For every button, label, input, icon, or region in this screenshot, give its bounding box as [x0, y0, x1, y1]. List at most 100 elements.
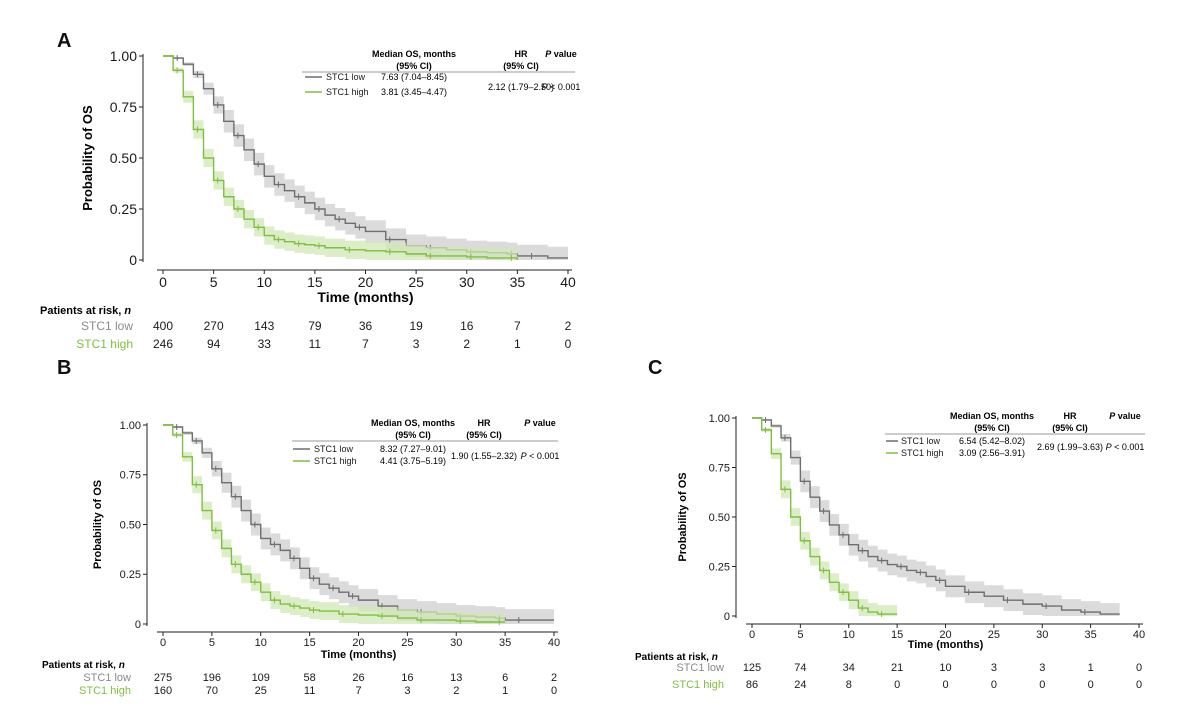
hr-ci-header: (95% CI) [466, 430, 502, 440]
risk-count: 7 [355, 685, 361, 697]
risk-count: 94 [207, 337, 221, 351]
y-tick-label: 1.00 [110, 48, 137, 64]
km-curve-high [163, 55, 519, 260]
p-value-italic: P [521, 451, 527, 461]
risk-count: 160 [154, 685, 172, 697]
x-tick-label: 5 [797, 629, 803, 641]
risk-count: 25 [255, 685, 267, 697]
risk-row-label: STC1 high [79, 685, 131, 697]
risk-count: 0 [942, 679, 948, 691]
x-tick-label: 10 [843, 629, 855, 641]
legend-label: STC1 low [326, 72, 366, 82]
y-tick-label: 0 [724, 611, 730, 623]
p-header-rest: value [530, 418, 556, 428]
risk-count: 0 [991, 679, 997, 691]
risk-title-text: Patients at risk, [42, 660, 119, 671]
p-value-header: P value [524, 418, 556, 428]
risk-count: 3 [1039, 662, 1045, 674]
risk-count: 1 [1088, 662, 1094, 674]
hr-ci-header: (95% CI) [503, 61, 539, 71]
risk-count: 26 [352, 672, 364, 684]
risk-count: 2 [453, 685, 459, 697]
hr-value: 2.69 (1.99–3.63) [1037, 442, 1103, 452]
risk-count: 86 [746, 679, 758, 691]
p-value: P < 0.001 [521, 451, 560, 461]
y-tick-label: 0.75 [120, 470, 141, 482]
risk-count: 0 [894, 679, 900, 691]
hr-header: HR [515, 49, 528, 59]
y-tick-label: 0.25 [120, 569, 141, 581]
median-value: 6.54 (5.42–8.02) [959, 436, 1025, 446]
risk-title-n: n [712, 652, 718, 663]
risk-count: 1 [514, 337, 521, 351]
p-header-italic: P [524, 418, 531, 428]
y-axis-title: Probability of OS [677, 472, 689, 561]
y-tick-label: 0 [129, 252, 137, 268]
p-value-text: < 0.001 [548, 82, 581, 92]
risk-title-n: n [119, 660, 125, 671]
p-header-rest: value [551, 49, 577, 59]
p-value-italic: P [542, 82, 548, 92]
y-tick-label: 1.00 [709, 413, 730, 425]
p-value: P < 0.001 [542, 82, 581, 92]
x-tick-label: 25 [401, 637, 413, 649]
risk-title-n: n [124, 305, 131, 317]
x-tick-label: 20 [352, 637, 364, 649]
risk-count: 0 [1136, 662, 1142, 674]
legend-label: STC1 high [314, 456, 357, 466]
x-tick-label: 35 [1085, 629, 1097, 641]
risk-count: 0 [565, 337, 572, 351]
risk-count: 70 [206, 685, 218, 697]
risk-count: 74 [794, 662, 806, 674]
y-tick-label: 0.50 [709, 512, 730, 524]
legend-label: STC1 high [326, 87, 369, 97]
x-tick-label: 10 [255, 637, 267, 649]
x-tick-label: 35 [510, 274, 526, 290]
p-value: P < 0.001 [1106, 442, 1145, 452]
x-tick-label: 35 [499, 637, 511, 649]
risk-count: 8 [846, 679, 852, 691]
hr-header: HR [478, 418, 491, 428]
y-tick-label: 0.25 [709, 561, 730, 573]
median-value: 4.41 (3.75–5.19) [380, 456, 446, 466]
risk-count: 10 [939, 662, 951, 674]
legend-label: STC1 low [901, 436, 941, 446]
risk-count: 0 [1039, 679, 1045, 691]
km-curve-low [752, 417, 1120, 615]
risk-row-label: STC1 low [676, 662, 724, 674]
legend-label: STC1 low [314, 444, 354, 454]
risk-title-text: Patients at risk, [40, 305, 124, 317]
risk-count: 2 [551, 672, 557, 684]
risk-count: 275 [154, 672, 172, 684]
median-header: Median OS, months [372, 49, 456, 59]
p-header-italic: P [545, 49, 552, 59]
median-ci-header: (95% CI) [396, 61, 432, 71]
x-tick-label: 5 [209, 637, 215, 649]
risk-count: 3 [404, 685, 410, 697]
median-header: Median OS, months [950, 411, 1034, 421]
risk-count: 125 [743, 662, 761, 674]
legend-label: STC1 high [901, 448, 944, 458]
p-header-italic: P [1109, 411, 1116, 421]
risk-count: 3 [991, 662, 997, 674]
x-tick-label: 30 [450, 637, 462, 649]
risk-count: 24 [794, 679, 806, 691]
y-tick-label: 0.75 [110, 99, 137, 115]
x-tick-label: 0 [159, 274, 167, 290]
x-tick-label: 0 [160, 637, 166, 649]
km-curve-high [752, 417, 898, 615]
x-tick-label: 0 [749, 629, 755, 641]
median-ci-header: (95% CI) [974, 423, 1010, 433]
risk-count: 34 [843, 662, 855, 674]
x-tick-label: 20 [939, 629, 951, 641]
risk-count: 11 [304, 685, 315, 697]
risk-count: 19 [409, 319, 423, 333]
risk-count: 79 [308, 319, 322, 333]
x-tick-label: 5 [210, 274, 218, 290]
y-tick-label: 0.50 [110, 150, 137, 166]
x-tick-label: 15 [891, 629, 903, 641]
y-axis-title: Probability of OS [80, 105, 95, 211]
risk-row-label: STC1 low [81, 319, 133, 333]
